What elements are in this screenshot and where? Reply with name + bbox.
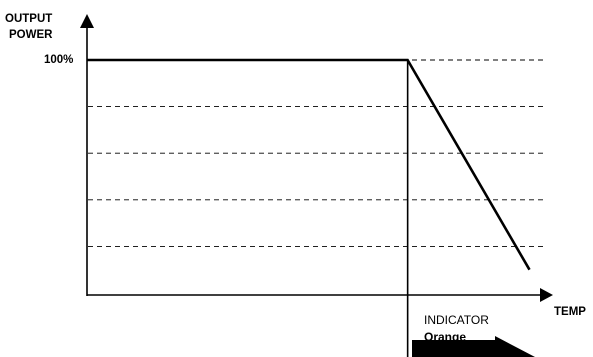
indicator-arrow-icon: [412, 336, 535, 357]
y-axis-label-line2: POWER: [9, 29, 53, 41]
x-axis-arrow-icon: [540, 288, 553, 302]
y-tick-label-100: 100%: [44, 54, 73, 66]
x-axis-label: TEMP: [554, 306, 586, 318]
y-axis-label-line1: OUTPUT: [5, 13, 52, 25]
indicator-label: INDICATOR: [424, 313, 489, 327]
gridlines: [88, 59, 546, 247]
y-axis-arrow-icon: [80, 14, 94, 28]
output-power-series: [87, 58, 531, 271]
